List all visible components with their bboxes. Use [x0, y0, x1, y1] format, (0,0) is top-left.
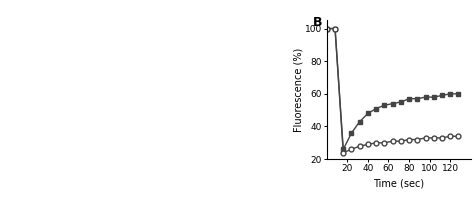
- Text: B: B: [313, 16, 322, 29]
- Y-axis label: Fluorescence (%): Fluorescence (%): [293, 48, 303, 132]
- Text: A: A: [3, 6, 13, 19]
- X-axis label: Time (sec): Time (sec): [373, 178, 424, 188]
